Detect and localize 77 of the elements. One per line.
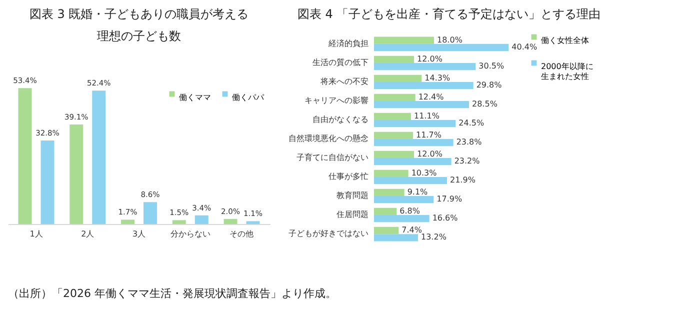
data-label: 23.8% (456, 138, 482, 147)
data-label: 21.9% (450, 176, 476, 185)
data-label: 10.3% (411, 168, 438, 178)
y-tick-label: 教育問題 (336, 191, 368, 200)
data-label: 14.3% (424, 73, 450, 82)
data-label: 23.2% (454, 156, 480, 166)
y-tick-label: 子どもが好きではない (288, 229, 368, 238)
bar (224, 218, 238, 224)
data-label: 29.8% (476, 80, 502, 90)
x-tick-label: 2人 (81, 230, 94, 238)
bar (374, 82, 474, 90)
y-tick-label: 子育てに自信がない (296, 153, 368, 162)
bar (374, 74, 422, 82)
bar (374, 56, 414, 63)
data-label: 13.2% (421, 232, 447, 242)
y-tick-label: 自然環境悪化への懸念 (288, 134, 368, 143)
bar (92, 90, 106, 224)
chart-title: 図表 4 「子どもを出産・育てる予定はない」とする理由 (297, 7, 601, 21)
bar (374, 177, 447, 184)
bar (374, 226, 399, 234)
bar (374, 150, 414, 158)
data-label: 9.1% (407, 187, 428, 196)
bar (374, 215, 430, 222)
data-label: 28.5% (472, 100, 498, 109)
data-label: 6.8% (400, 206, 420, 216)
bar (374, 100, 469, 108)
bar (374, 170, 408, 178)
bar (194, 215, 208, 224)
bar (374, 36, 434, 44)
y-tick-label: 将来への不安 (320, 76, 368, 86)
data-label: 11.1% (414, 111, 440, 120)
x-tick-label: その他 (230, 230, 254, 238)
legend-label: 働くパパ (232, 93, 265, 102)
bar (121, 220, 135, 224)
y-tick-label: 仕事が多忙 (328, 172, 368, 182)
bar (374, 112, 411, 120)
data-label: 7.4% (402, 226, 422, 234)
chart-title: 図表 3 既婚・子どもありの職員が考える理想の子ども数 (29, 7, 249, 44)
bar (374, 188, 404, 196)
legend-label: 2000年以降に生まれた女性 (541, 62, 594, 81)
bar (172, 220, 186, 224)
bar (246, 221, 260, 224)
legend-label: 働く女性全体 (541, 36, 589, 45)
bar (374, 62, 476, 70)
bar (40, 140, 54, 224)
y-tick-label: 生活の質の低下 (312, 58, 368, 67)
data-label: 18.0% (437, 35, 463, 44)
y-tick-label: 経済的負担 (328, 38, 368, 48)
data-label: 12.4% (418, 92, 444, 102)
legend-label: 働くママ (179, 93, 211, 102)
bar (70, 124, 84, 224)
bar (374, 139, 454, 146)
y-tick-label: 住居問題 (336, 210, 368, 220)
bar (374, 208, 397, 216)
bar (143, 202, 157, 224)
bar (374, 234, 418, 242)
data-label: 16.6% (432, 214, 458, 223)
data-label: 12.0% (417, 54, 443, 64)
bar (374, 196, 434, 204)
bar (374, 158, 452, 166)
x-tick-label: 分からない (170, 230, 210, 238)
x-tick-label: 3人 (132, 230, 146, 238)
bar (374, 44, 509, 52)
y-tick-label: 自由がなくなる (312, 114, 368, 124)
data-label: 17.9% (436, 194, 462, 204)
bar (374, 94, 416, 101)
bar (18, 88, 32, 224)
bar (374, 120, 456, 128)
data-label: 24.5% (458, 118, 484, 128)
data-label: 11.7% (416, 130, 442, 140)
y-tick-label: キャリアへの影響 (304, 96, 368, 105)
text: （出所）「2026 年働くママ生活・発展現状調査報告」より作成。 (8, 286, 336, 301)
data-label: 40.4% (512, 42, 538, 52)
data-label: 12.0% (417, 149, 443, 158)
x-tick-label: 1人 (30, 230, 43, 238)
data-label: 30.5% (478, 62, 504, 71)
bar (374, 132, 413, 139)
